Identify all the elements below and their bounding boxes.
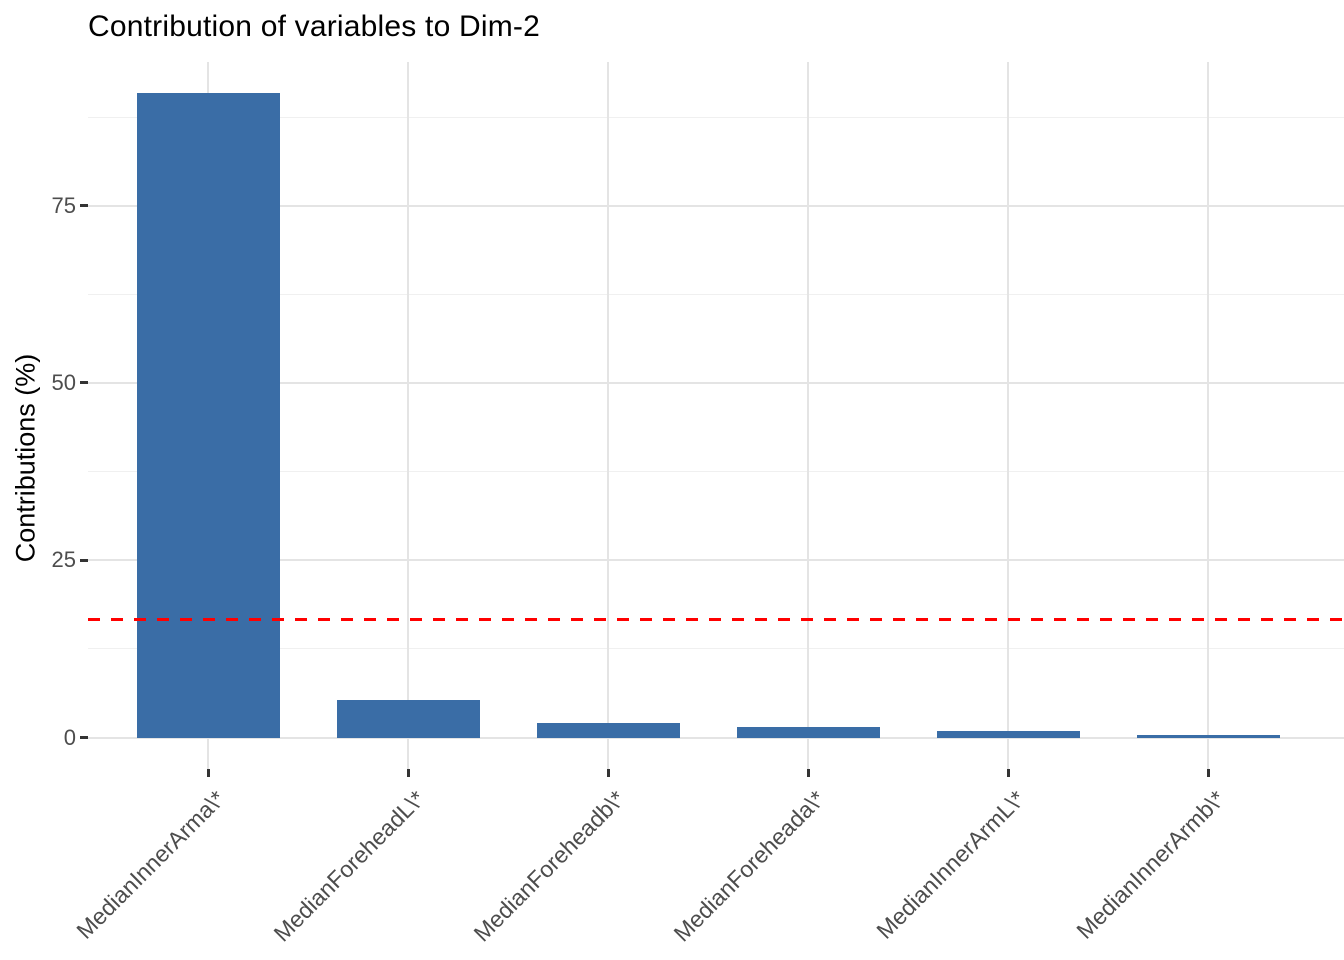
x-axis-tick xyxy=(1006,769,1010,777)
x-axis-tick xyxy=(406,769,410,777)
y-axis-tick xyxy=(80,381,88,385)
gridline-vertical xyxy=(1207,62,1209,769)
y-axis-tick xyxy=(80,558,88,562)
y-axis-tick-label: 25 xyxy=(51,547,76,573)
x-axis-label: MedianForeheadL\* xyxy=(268,785,430,947)
y-axis-tick xyxy=(80,204,88,208)
bar xyxy=(136,92,280,739)
x-axis-label: MedianInnerArmb\* xyxy=(1071,785,1230,944)
gridline-vertical xyxy=(607,62,609,769)
gridline-major xyxy=(88,736,1344,739)
gridline-minor xyxy=(88,648,1344,650)
bar xyxy=(736,726,880,739)
x-axis-tick xyxy=(806,769,810,777)
x-axis-label: MedianForeheadb\* xyxy=(468,785,630,947)
x-axis-tick xyxy=(206,769,210,777)
gridline-major xyxy=(88,204,1344,207)
gridline-minor xyxy=(88,471,1344,473)
y-axis-tick-label: 75 xyxy=(51,192,76,218)
x-axis-label: MedianInnerArma\* xyxy=(71,785,230,944)
bar xyxy=(336,699,480,739)
reference-line xyxy=(88,617,1344,621)
gridline-major xyxy=(88,559,1344,562)
gridline-vertical xyxy=(807,62,809,769)
y-axis-tick-label: 0 xyxy=(63,724,76,750)
x-axis-tick xyxy=(1206,769,1210,777)
gridline-vertical xyxy=(1007,62,1009,769)
y-axis-tick xyxy=(80,736,88,739)
gridline-major xyxy=(88,381,1344,384)
bar xyxy=(936,731,1080,739)
gridline-vertical xyxy=(407,62,409,769)
bar xyxy=(1136,735,1280,739)
y-axis-tick-label: 50 xyxy=(51,369,76,395)
gridline-minor xyxy=(88,293,1344,295)
x-axis-label: MedianForeheada\* xyxy=(668,785,830,947)
gridline-minor xyxy=(88,116,1344,118)
plot-title: Contribution of variables to Dim-2 xyxy=(88,10,540,43)
x-axis-tick xyxy=(606,769,610,777)
x-axis-label: MedianInnerArmL\* xyxy=(871,785,1030,944)
bar xyxy=(536,723,680,739)
